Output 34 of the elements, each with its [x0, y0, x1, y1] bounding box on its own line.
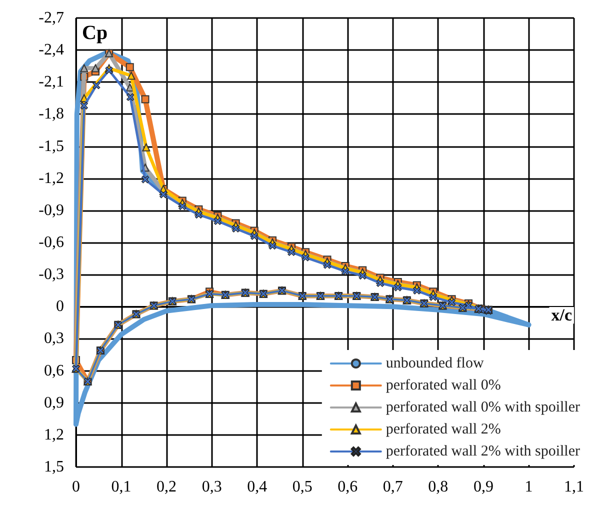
x-axis-title: x/c [551, 306, 572, 325]
y-tick-label: 0,3 [44, 330, 64, 348]
legend-label: perforated wall 0% [386, 378, 501, 394]
x-tick-label: 1 [524, 478, 533, 496]
y-tick-label: -1,8 [38, 106, 64, 123]
y-tick-label: -0,9 [38, 202, 64, 219]
y-tick-label: -2,4 [38, 42, 64, 59]
y-tick-label: 0 [56, 298, 64, 316]
legend-label: perforated wall 0% with spoiller [386, 400, 580, 416]
x-tick-label: 0,9 [473, 478, 494, 496]
y-tick-label: -0,6 [38, 234, 64, 251]
y-tick-label: 1,5 [44, 458, 64, 476]
y-tick-label: -2,1 [38, 74, 64, 91]
y-tick-label: -2,7 [38, 10, 64, 26]
y-tick-label: 0,6 [44, 362, 64, 380]
x-tick-label: 0,6 [338, 478, 358, 496]
y-tick-label: 0,9 [44, 394, 64, 412]
y-axis-title: Cp [82, 22, 108, 44]
x-tick-label: 0,3 [202, 478, 222, 496]
x-tick-label: 0,2 [156, 478, 177, 496]
x-tick-label: 0,8 [428, 478, 448, 496]
x-tick-label: 0,4 [247, 478, 268, 496]
x-tick-label: 0 [72, 478, 80, 496]
y-tick-label: 1,2 [44, 426, 64, 444]
x-tick-label: 0,5 [292, 478, 312, 496]
y-tick-label: -0,3 [38, 266, 64, 284]
x-tick-label: 0,1 [111, 478, 132, 496]
legend-label: unbounded flow [386, 356, 484, 372]
y-tick-label: -1,2 [38, 170, 64, 187]
legend-label: perforated wall 2% [386, 422, 501, 438]
x-tick-label: 0,7 [382, 478, 403, 496]
y-tick-label: -1,5 [38, 138, 64, 155]
x-tick-label: 1,1 [564, 478, 584, 496]
legend-label: perforated wall 2% with spoiller [386, 444, 580, 460]
